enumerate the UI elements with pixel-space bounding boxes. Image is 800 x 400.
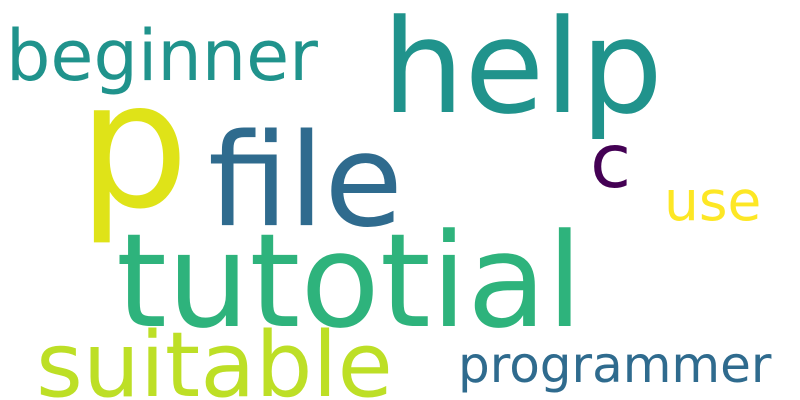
word-tutotial: tutotial xyxy=(116,205,583,357)
word-programmer: programmer xyxy=(458,336,772,394)
word-c: c xyxy=(590,117,631,205)
word-use: use xyxy=(664,169,761,233)
word-p: p xyxy=(78,45,189,248)
word-suitable: suitable xyxy=(36,313,393,400)
word-beginner: beginner xyxy=(6,15,318,97)
word-help: help xyxy=(382,0,663,143)
word-file: file xyxy=(208,107,403,256)
